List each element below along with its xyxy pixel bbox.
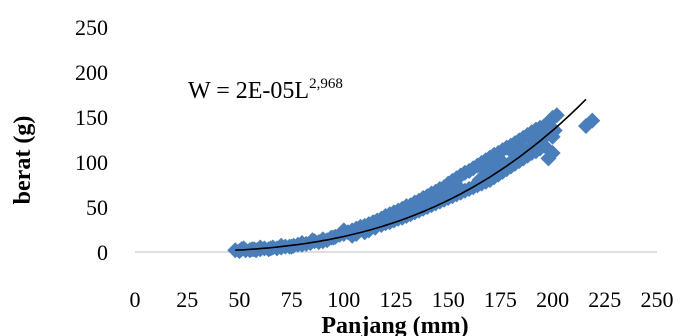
y-tick-label: 0 [97, 240, 108, 265]
data-points [227, 107, 601, 260]
data-point [515, 140, 532, 157]
x-tick-label: 0 [130, 287, 141, 312]
data-point [546, 122, 563, 139]
y-tick-label: 150 [75, 105, 108, 130]
data-point [584, 112, 601, 129]
x-tick-label: 100 [327, 287, 360, 312]
y-axis-title: berat (g) [10, 116, 36, 205]
equation-base: W = 2E-05L [188, 78, 309, 104]
y-tick-label: 100 [75, 150, 108, 175]
trendline-equation: W = 2E-05L2,968 [188, 76, 343, 104]
trendline [235, 98, 587, 251]
y-tick-labels: 0 50 100 150 200 250 [75, 15, 108, 265]
data-point [544, 145, 561, 161]
x-tick-label: 200 [536, 287, 569, 312]
data-point [410, 197, 427, 214]
x-tick-label: 225 [588, 287, 621, 312]
data-point [283, 238, 300, 255]
y-tick-label: 200 [75, 60, 108, 85]
x-tick-label: 125 [380, 287, 413, 312]
data-point [394, 204, 411, 221]
x-tick-label: 175 [484, 287, 517, 312]
data-point [235, 240, 252, 257]
x-tick-label: 150 [432, 287, 465, 312]
x-tick-label: 25 [176, 287, 198, 312]
x-tick-labels: 0 25 50 75 100 125 150 175 200 225 250 [130, 287, 674, 312]
data-point [431, 188, 448, 205]
data-point [548, 107, 565, 124]
data-point [444, 181, 461, 197]
x-tick-label: 250 [641, 287, 674, 312]
equation-exponent: 2,968 [309, 76, 343, 92]
y-axis-title-group: berat (g) [10, 116, 36, 205]
y-tick-label: 250 [75, 15, 108, 40]
x-tick-label: 75 [281, 287, 303, 312]
y-tick-label: 50 [86, 195, 108, 220]
data-point [335, 222, 352, 239]
x-tick-label: 50 [228, 287, 250, 312]
x-axis-title: Panjang (mm) [321, 313, 468, 336]
